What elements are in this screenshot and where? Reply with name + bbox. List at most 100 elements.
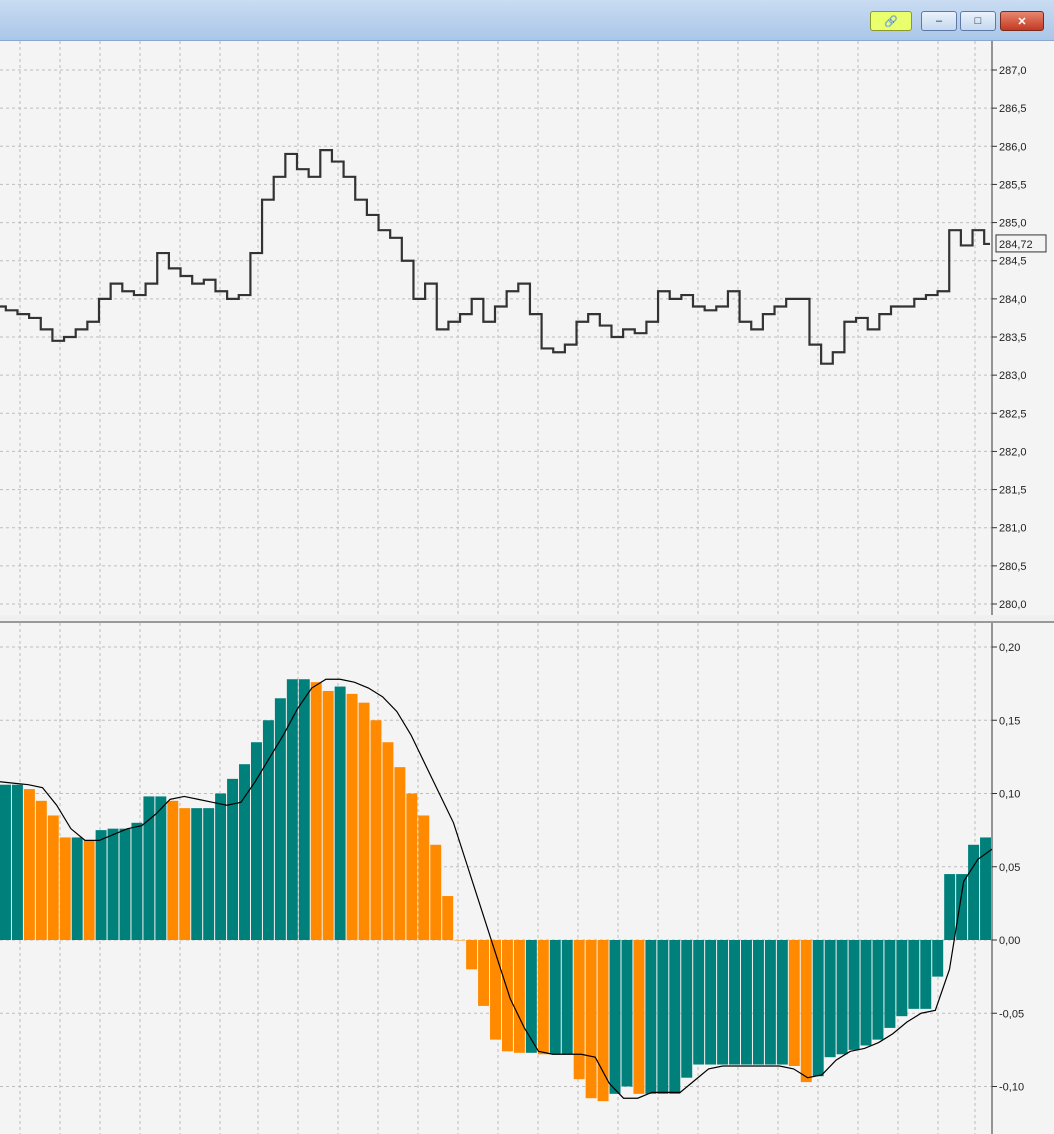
indicator-tick-label: 0,05	[999, 862, 1020, 874]
price-tick-label: 287,0	[999, 65, 1027, 77]
histogram-bar	[107, 828, 119, 940]
histogram-bar	[358, 702, 370, 940]
histogram-bar	[143, 796, 155, 940]
close-button[interactable]: ✕	[1000, 11, 1044, 31]
histogram-bar	[645, 940, 657, 1094]
indicator-tick-label: 0,15	[999, 715, 1020, 727]
signal-line	[0, 678, 993, 1099]
price-tick-label: 280,5	[999, 561, 1027, 573]
price-panel: 287,0 286,5 286,0 285,5 285,0 284,5 284,0 283,5…	[0, 41, 1054, 615]
close-icon: ✕	[1017, 15, 1027, 28]
price-tick-label: 282,5	[999, 408, 1027, 420]
histogram-bar	[71, 837, 83, 940]
histogram-bar	[776, 940, 788, 1065]
histogram-bar	[537, 940, 549, 1055]
histogram-bar	[573, 940, 585, 1080]
current-price-label: 284,72	[999, 239, 1033, 251]
histogram-bar	[836, 940, 848, 1055]
histogram-bar	[370, 720, 382, 940]
histogram-bar	[860, 940, 872, 1046]
histogram-bar	[274, 698, 286, 940]
maximize-button[interactable]: □	[960, 11, 996, 31]
histogram-bar	[191, 808, 203, 940]
link-icon: 🔗	[884, 15, 898, 28]
histogram-bar	[741, 940, 752, 1065]
histogram-bar	[968, 844, 980, 940]
window-title-bar: 🔗 ‒ □ ✕	[0, 0, 1054, 41]
histogram-bar	[0, 784, 11, 940]
histogram-bar	[681, 940, 693, 1078]
histogram-bar	[585, 940, 597, 1099]
histogram-bar	[334, 686, 346, 940]
histogram-bar	[908, 940, 920, 1009]
histogram-bar	[35, 800, 47, 940]
price-tick-label: 281,0	[999, 523, 1027, 535]
indicator-chart: 0,20 0,15 0,10 0,05 0,00 -0,05 -0,10	[0, 623, 1054, 1134]
histogram-bar	[812, 940, 824, 1077]
histogram-bar	[298, 679, 310, 940]
histogram-bar	[250, 742, 262, 940]
price-tick-label: 284,5	[999, 256, 1027, 268]
indicator-tick-label: 0,00	[999, 935, 1020, 947]
histogram-bar	[430, 844, 442, 940]
price-tick-label: 286,0	[999, 141, 1027, 153]
histogram-bar	[466, 940, 478, 970]
histogram-bar	[693, 940, 705, 1065]
price-tick-label: 285,5	[999, 179, 1027, 191]
price-tick-label: 282,0	[999, 446, 1027, 458]
histogram-bar	[59, 837, 71, 940]
histogram-bar	[394, 767, 406, 940]
histogram-bar	[884, 940, 896, 1028]
histogram-bar	[454, 940, 466, 941]
histogram-bar	[800, 940, 812, 1083]
price-series-line	[0, 149, 990, 365]
histogram-bar	[23, 789, 35, 940]
histogram-bar	[262, 720, 274, 940]
histogram-bar	[621, 940, 633, 1087]
histogram-bar	[215, 793, 227, 940]
histogram-bar	[788, 940, 800, 1066]
histogram-bar	[561, 940, 573, 1055]
histogram-bar	[382, 742, 394, 940]
histogram-bar	[227, 778, 239, 940]
histogram-bar	[932, 940, 944, 977]
histogram-bar	[286, 679, 298, 940]
minimize-button[interactable]: ‒	[921, 11, 957, 31]
indicator-tick-label: -0,10	[999, 1082, 1024, 1094]
histogram-bar	[525, 940, 537, 1053]
current-price-box	[995, 234, 1047, 253]
price-tick-label: 283,5	[999, 332, 1027, 344]
histogram-bar	[155, 796, 167, 940]
histogram-bar	[920, 940, 932, 1009]
histogram-bar	[657, 940, 669, 1094]
histogram-bar	[609, 940, 621, 1094]
histogram-bar	[597, 940, 609, 1102]
indicator-axis-area	[992, 623, 1054, 1134]
histogram-bar	[764, 940, 776, 1065]
histogram-bar	[478, 940, 490, 1006]
histogram-bar	[95, 830, 107, 940]
histogram-bar	[167, 800, 179, 940]
current-price-marker: 284,72	[995, 234, 1047, 253]
histogram-bar	[752, 940, 764, 1065]
histogram-bar	[872, 940, 884, 1040]
histogram-bar	[119, 828, 131, 940]
histogram-bar	[944, 874, 956, 940]
histogram-bar	[131, 822, 143, 940]
price-tick-label: 283,0	[999, 370, 1027, 382]
histogram-bar	[633, 940, 645, 1094]
price-axis-area	[992, 41, 1054, 615]
histogram-bar	[179, 808, 191, 940]
histogram-bar	[824, 940, 836, 1058]
histogram-bar	[896, 940, 908, 1017]
histogram-bar	[501, 940, 513, 1052]
histogram-bar	[729, 940, 741, 1065]
histogram-bar	[669, 940, 681, 1094]
indicator-tick-label: 0,20	[999, 642, 1020, 654]
histogram-bar	[346, 693, 358, 940]
price-tick-label: 285,0	[999, 218, 1027, 230]
link-button[interactable]: 🔗	[870, 11, 912, 31]
histogram-bar	[956, 874, 968, 940]
histogram-bar	[310, 682, 322, 940]
histogram-bar	[83, 840, 95, 940]
